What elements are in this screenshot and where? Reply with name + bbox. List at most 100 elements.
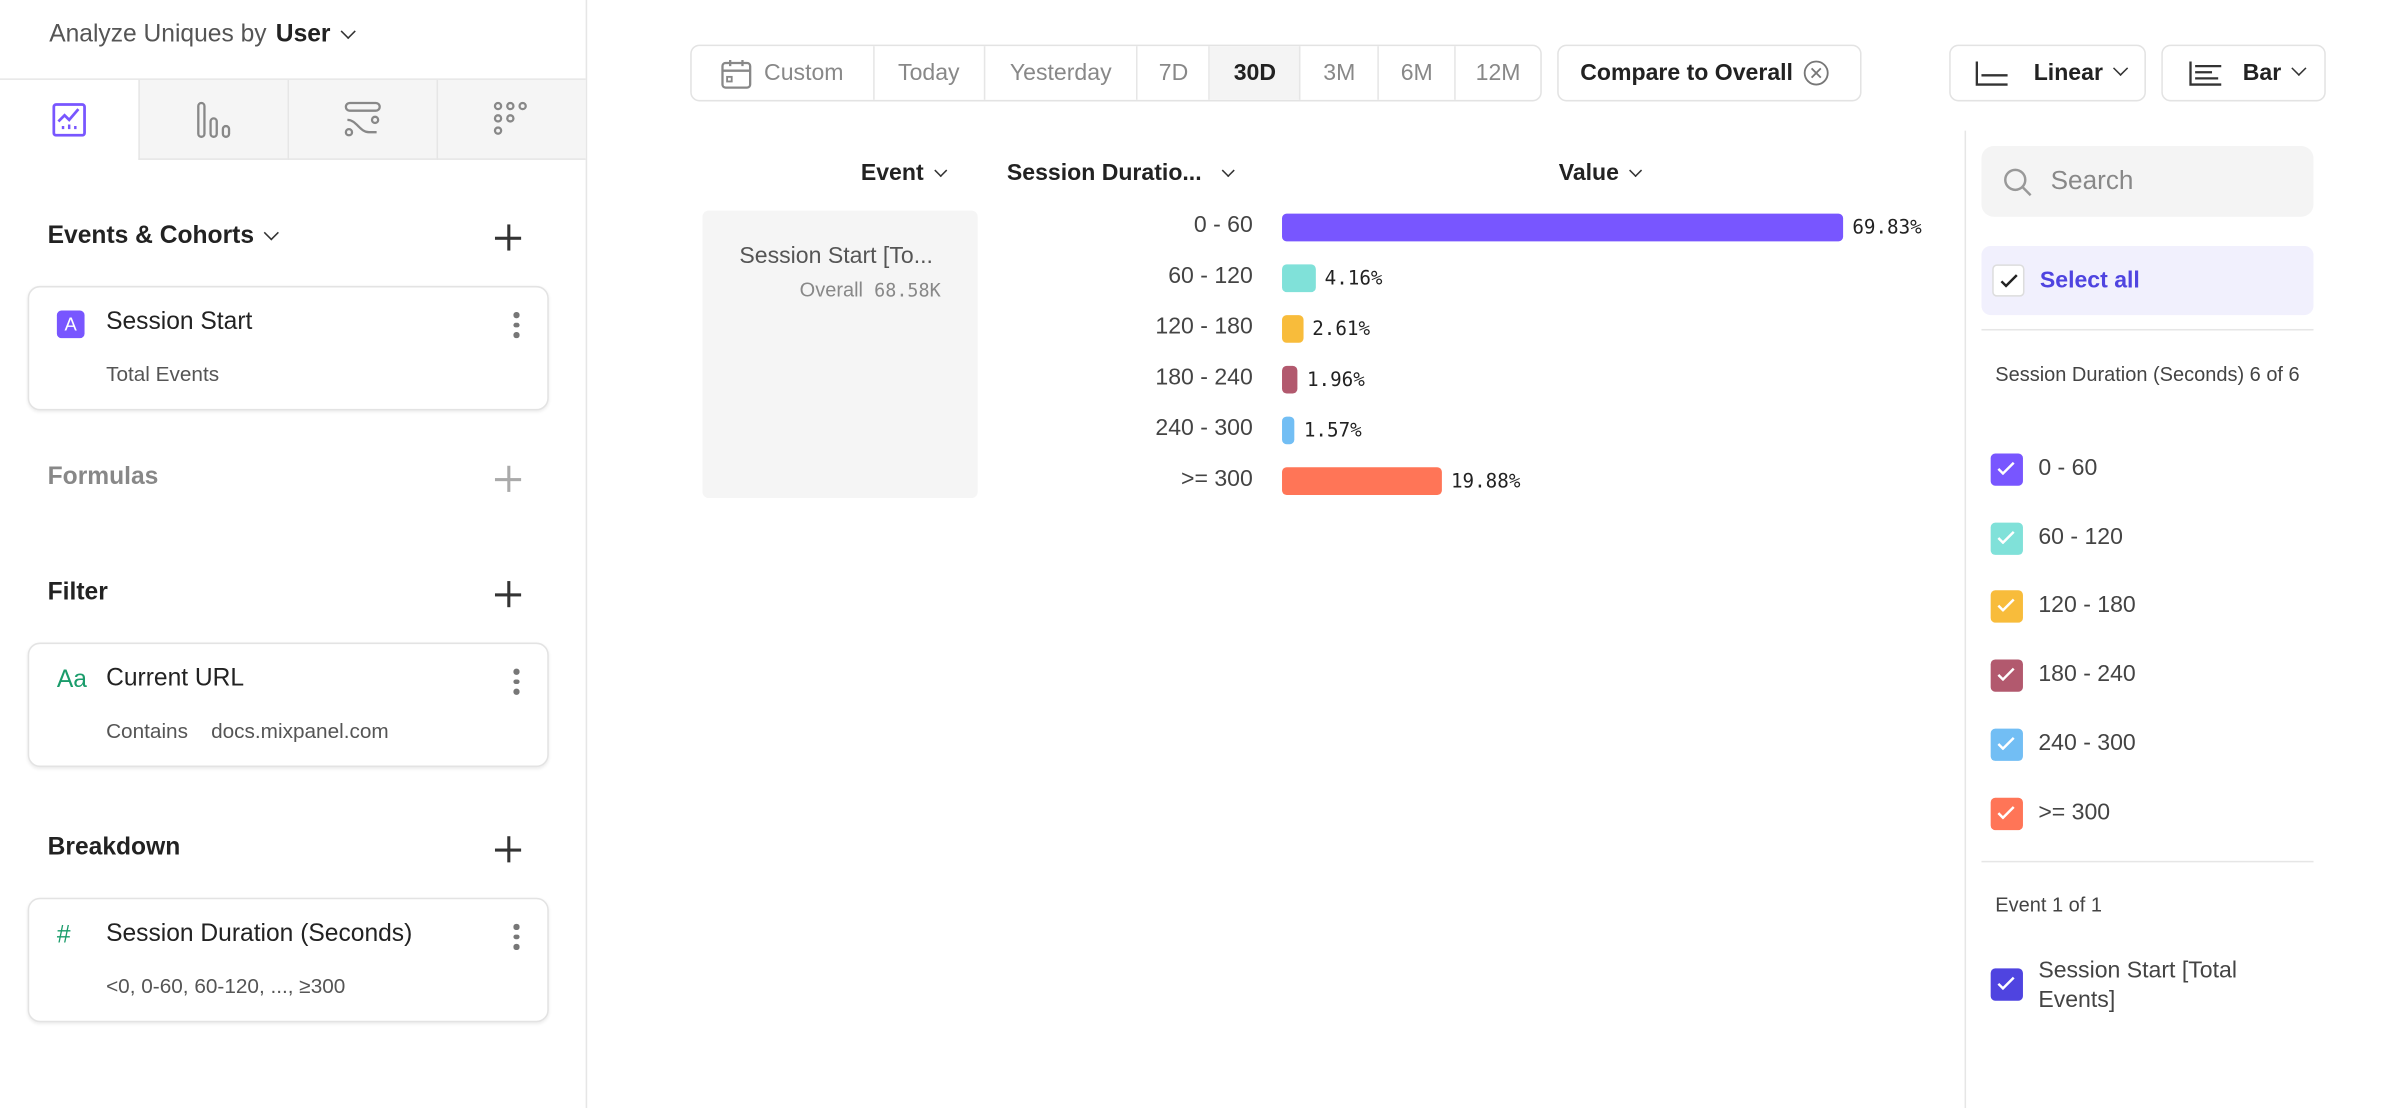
filter-value: docs.mixpanel.com	[211, 719, 389, 743]
add-breakdown-button[interactable]	[494, 836, 522, 863]
category-label: 120 - 180	[1155, 313, 1253, 340]
legend-checkbox[interactable]	[1990, 659, 2023, 692]
event-checkbox[interactable]	[1990, 968, 2023, 1001]
range-7d[interactable]: 7D	[1138, 46, 1211, 100]
legend-item-label: Session Start [Total Events]	[2038, 957, 2237, 1014]
tab-insights[interactable]	[0, 79, 139, 160]
string-property-icon: Aa	[56, 667, 87, 694]
filter-condition[interactable]: Contains docs.mixpanel.com	[106, 719, 389, 742]
select-all-checkbox[interactable]	[1992, 264, 2025, 297]
insights-chart-icon	[52, 103, 86, 137]
compare-label: Compare to Overall	[1580, 59, 1793, 87]
filter-heading: Filter	[47, 579, 108, 606]
category-label: 0 - 60	[1193, 212, 1253, 239]
legend-item-label: 60 - 120	[2038, 523, 2123, 550]
flows-icon	[344, 101, 381, 136]
column-header-value[interactable]: Value	[1559, 160, 1643, 186]
header-label: Session Duratio...	[1006, 159, 1202, 187]
date-range-selector: Custom Today Yesterday 7D 30D 3M 6M 12M	[690, 44, 1542, 102]
close-circle-icon[interactable]	[1804, 60, 1830, 86]
bar-5[interactable]	[1282, 467, 1442, 495]
category-label: >= 300	[1181, 465, 1253, 492]
chevron-down-icon	[2112, 60, 2129, 77]
more-options-icon[interactable]	[513, 923, 519, 954]
event-name: Session Start	[106, 308, 253, 336]
chart-type-selector[interactable]: Bar	[2161, 44, 2326, 102]
legend-search-input[interactable]: Search	[1981, 146, 2314, 217]
chevron-down-icon	[264, 225, 280, 241]
chevron-down-icon	[340, 23, 356, 40]
add-filter-button[interactable]	[494, 581, 522, 608]
add-formula-button[interactable]	[494, 465, 522, 492]
data-label: 1.57%	[1303, 418, 1362, 442]
bar-1[interactable]	[1282, 264, 1316, 293]
scale-label: Linear	[2033, 59, 2103, 87]
data-label: 1.96%	[1306, 367, 1365, 391]
column-header-event[interactable]: Event	[860, 159, 948, 187]
formulas-heading: Formulas	[47, 464, 159, 491]
data-label: 2.61%	[1312, 316, 1371, 340]
divider	[1981, 860, 2314, 863]
event-card[interactable]: A Session Start Total Events	[27, 285, 549, 411]
calendar-icon	[721, 59, 752, 89]
range-6m[interactable]: 6M	[1379, 46, 1456, 100]
range-12m[interactable]: 12M	[1475, 59, 1521, 87]
funnels-bars-icon	[197, 101, 231, 138]
chevron-down-icon	[934, 164, 948, 178]
legend-item-label: 180 - 240	[2038, 661, 2136, 688]
retention-grid-icon	[493, 101, 527, 135]
numeric-property-icon: #	[56, 922, 71, 949]
range-30d[interactable]: 30D	[1210, 46, 1301, 100]
divider	[1981, 328, 2314, 331]
chevron-down-icon	[2291, 60, 2307, 77]
category-label: 180 - 240	[1155, 364, 1253, 391]
header-label: Event	[860, 159, 924, 187]
tab-flows[interactable]	[287, 79, 437, 160]
overall-label: Overall	[799, 278, 863, 302]
legend-checkbox[interactable]	[1990, 522, 2023, 555]
range-today[interactable]: Today	[874, 46, 985, 100]
analyze-uniques-selector[interactable]: Analyze Uniques by User	[49, 21, 356, 50]
legend-item-label: >= 300	[2038, 798, 2111, 825]
bar-0[interactable]	[1282, 213, 1844, 242]
compare-to-overall-button[interactable]: Compare to Overall	[1557, 44, 1862, 102]
more-options-icon[interactable]	[513, 668, 519, 699]
breakdown-heading: Breakdown	[47, 834, 181, 861]
column-header-breakdown[interactable]: Session Duratio...	[1006, 159, 1235, 187]
filter-card[interactable]: Aa Current URL Contains docs.mixpanel.co…	[27, 642, 549, 768]
chevron-down-icon	[1221, 164, 1235, 178]
bar-4[interactable]	[1282, 416, 1295, 445]
section-title: Events & Cohorts	[47, 222, 255, 250]
breakdown-card[interactable]: # Session Duration (Seconds) <0, 0-60, 6…	[27, 897, 549, 1023]
legend-checkbox[interactable]	[1990, 797, 2023, 830]
legend-checkbox[interactable]	[1990, 590, 2023, 624]
category-label: 60 - 120	[1168, 262, 1253, 289]
analyze-label: Analyze Uniques by	[49, 21, 267, 48]
add-event-button[interactable]	[494, 224, 522, 251]
bar-chart-icon	[2189, 60, 2222, 85]
filter-operator: Contains	[106, 719, 188, 743]
event-group-title: Event 1 of 1	[1995, 893, 2102, 917]
breakdown-buckets[interactable]: <0, 0-60, 60-120, ..., ≥300	[106, 974, 346, 998]
range-3m[interactable]: 3M	[1301, 46, 1380, 100]
linear-axis-icon	[1975, 60, 2008, 85]
chevron-down-icon	[1629, 164, 1643, 178]
tab-retention[interactable]	[436, 79, 586, 160]
event-overall: Overall 68.58K	[800, 278, 941, 301]
filter-property: Current URL	[106, 665, 245, 692]
scale-selector[interactable]: Linear	[1949, 44, 2146, 102]
legend-checkbox[interactable]	[1990, 728, 2023, 761]
range-yesterday[interactable]: Yesterday	[985, 46, 1139, 100]
tab-funnels[interactable]	[138, 79, 288, 160]
range-custom[interactable]: Custom	[692, 46, 875, 100]
more-options-icon[interactable]	[513, 312, 519, 342]
select-all-row[interactable]: Select all	[1981, 245, 2314, 316]
event-row-cell[interactable]: Session Start [To... Overall 68.58K	[702, 210, 978, 499]
bar-2[interactable]	[1282, 315, 1303, 343]
legend-item-label: 240 - 300	[2038, 729, 2136, 756]
event-measure[interactable]: Total Events	[106, 362, 220, 386]
events-cohorts-heading[interactable]: Events & Cohorts	[47, 222, 280, 251]
legend-checkbox[interactable]	[1990, 453, 2023, 486]
bar-3[interactable]	[1282, 365, 1298, 394]
select-all-label: Select all	[2039, 267, 2140, 294]
